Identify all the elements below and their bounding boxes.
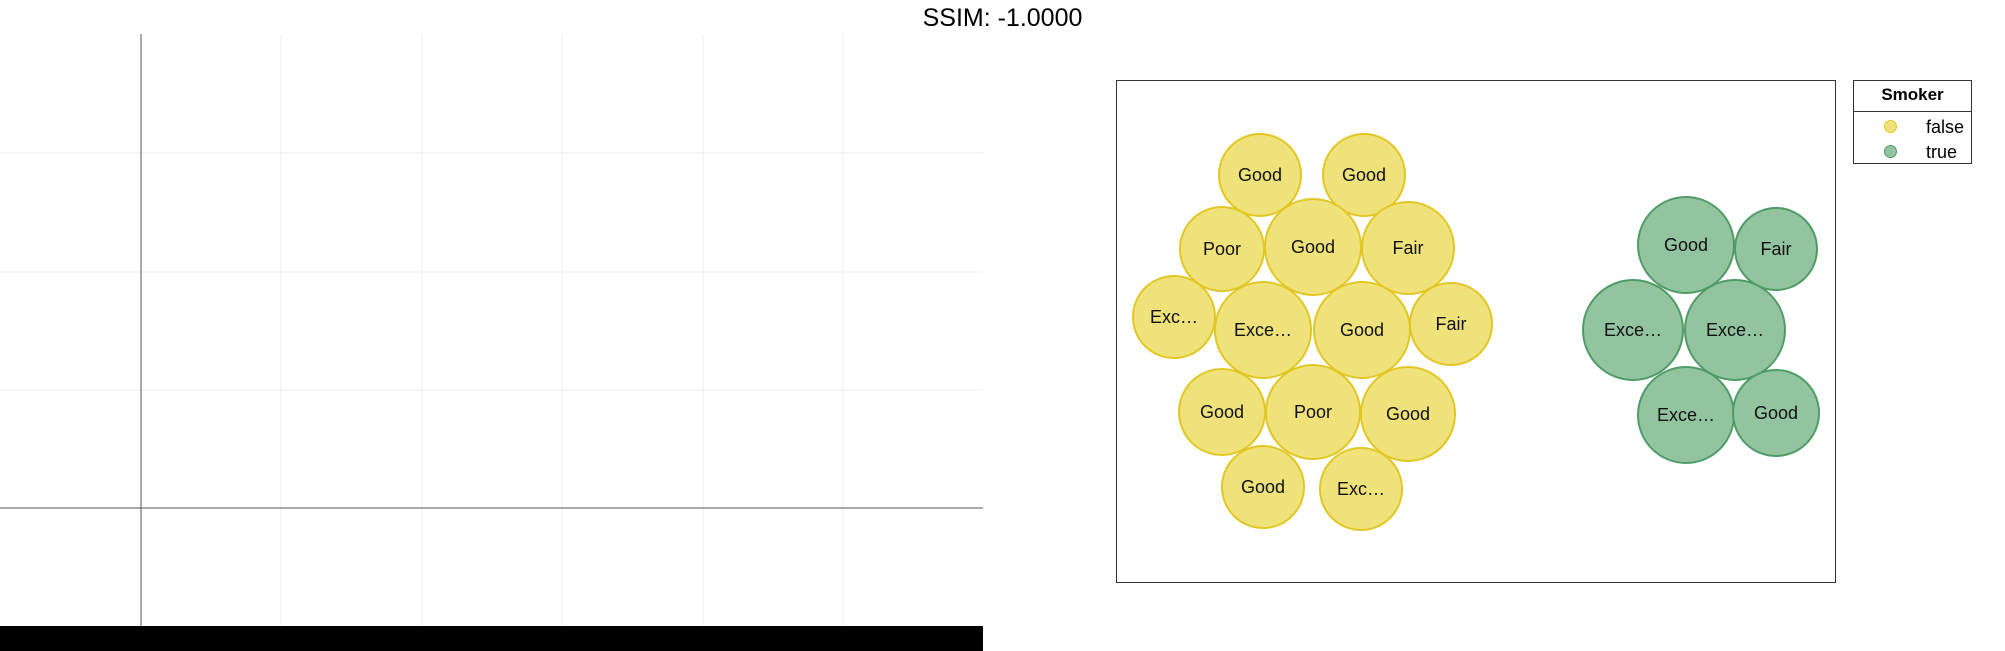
bubble-label-false-11: Good [1386, 404, 1430, 424]
bubble-label-false-10: Poor [1294, 402, 1332, 422]
bubble-true-5[interactable] [1732, 369, 1820, 457]
bubble-false-2[interactable] [1179, 206, 1265, 292]
bubble-label-false-13: Exc… [1337, 479, 1385, 499]
bubbles: Good Good Poor Good Fair Exc… Exce… Good Fair Goo… [1132, 133, 1820, 531]
legend-swatch-false [1884, 120, 1897, 133]
bubble-false-10[interactable] [1265, 364, 1361, 460]
bubble-plot-frame [1116, 80, 1836, 583]
bubble-label-false-9: Good [1200, 402, 1244, 422]
legend-divider [1854, 111, 1971, 112]
bubble-label-false-8: Fair [1436, 314, 1467, 334]
bubble-false-13[interactable] [1319, 447, 1403, 531]
bubble-false-0[interactable] [1218, 133, 1302, 217]
bubble-false-3[interactable] [1264, 198, 1362, 296]
bubble-label-false-2: Poor [1203, 239, 1241, 259]
bubble-false-11[interactable] [1360, 366, 1456, 462]
bubble-false-1[interactable] [1322, 133, 1406, 217]
bubble-label-false-0: Good [1238, 165, 1282, 185]
bubble-true-1[interactable] [1734, 207, 1818, 291]
empty-plot-panel [0, 34, 983, 626]
legend-item-true[interactable]: true [1854, 141, 1971, 163]
bubble-label-false-4: Fair [1393, 238, 1424, 258]
bubble-label-true-4: Exce… [1657, 405, 1715, 425]
bubble-true-2[interactable] [1582, 279, 1684, 381]
legend-title: Smoker [1881, 85, 1944, 104]
bubble-false-6[interactable] [1214, 281, 1312, 379]
bubble-label-true-2: Exce… [1604, 320, 1662, 340]
legend-label-true: true [1926, 142, 1958, 162]
bubble-false-5[interactable] [1132, 275, 1216, 359]
bubble-label-true-3: Exce… [1706, 320, 1764, 340]
bubble-true-3[interactable] [1684, 279, 1786, 381]
legend: Smoker false true [1853, 80, 1972, 164]
bottom-bar [0, 626, 983, 651]
bubble-label-false-6: Exce… [1234, 320, 1292, 340]
chart-title: SSIM: -1.0000 [922, 4, 1083, 32]
bubble-label-false-12: Good [1241, 477, 1285, 497]
bubble-label-false-7: Good [1340, 320, 1384, 340]
bubble-label-true-5: Good [1754, 403, 1798, 423]
bubble-false-8[interactable] [1409, 282, 1493, 366]
bubble-label-false-1: Good [1342, 165, 1386, 185]
legend-label-false: false [1926, 117, 1965, 137]
bubble-label-true-0: Good [1664, 235, 1708, 255]
bubble-true-0[interactable] [1637, 196, 1735, 294]
legend-swatch-true [1884, 145, 1897, 158]
bubble-false-4[interactable] [1361, 201, 1455, 295]
grid-lines [0, 34, 983, 626]
bubble-false-12[interactable] [1221, 445, 1305, 529]
bubble-label-true-1: Fair [1761, 239, 1792, 259]
bubble-label-false-5: Exc… [1150, 307, 1198, 327]
legend-item-false[interactable]: false [1854, 116, 1971, 138]
bubble-label-false-3: Good [1291, 237, 1335, 257]
